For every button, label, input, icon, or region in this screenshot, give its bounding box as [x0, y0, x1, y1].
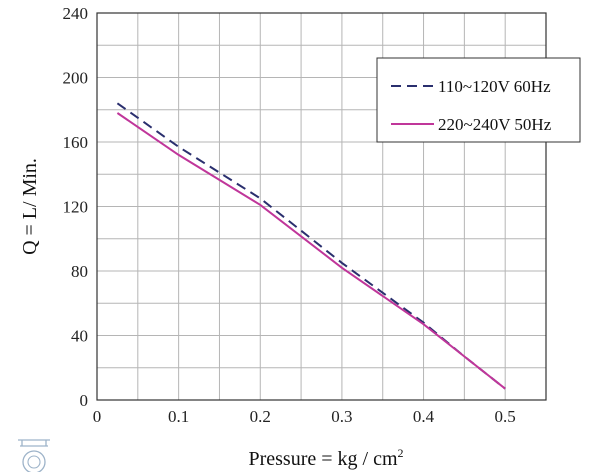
x-axis-title: Pressure = kg / cm2: [248, 446, 403, 470]
x-axis-title-superscript: 2: [398, 446, 404, 460]
y-axis-title: Q = L/ Min.: [19, 158, 41, 255]
x-tick-label: 0.1: [168, 407, 189, 426]
x-axis-title-text: Pressure = kg / cm: [248, 448, 397, 470]
y-tick-label: 0: [80, 391, 89, 410]
tick-labels: 0 0.1 0.2 0.3 0.4 0.5 0 40 80 120 160 200 240: [63, 4, 516, 426]
x-tick-label: 0: [93, 407, 102, 426]
y-tick-label: 120: [63, 198, 89, 217]
y-tick-label: 80: [71, 262, 88, 281]
y-tick-label: 40: [71, 327, 88, 346]
x-tick-label: 0.5: [495, 407, 516, 426]
legend-label-220-240v: 220~240V 50Hz: [438, 115, 552, 134]
plot-frame: [96, 12, 547, 401]
legend: 110~120V 60Hz 220~240V 50Hz: [376, 57, 581, 143]
device-logo: [18, 439, 50, 472]
grid-layer: [97, 13, 546, 400]
series-line: [116, 102, 506, 390]
y-tick-label: 160: [63, 133, 89, 152]
legend-label-110-120v: 110~120V 60Hz: [438, 77, 551, 96]
x-tick-label: 0.3: [331, 407, 352, 426]
series-layer: [116, 102, 506, 390]
x-tick-label: 0.2: [250, 407, 271, 426]
x-tick-label: 0.4: [413, 407, 435, 426]
y-tick-label: 240: [63, 4, 89, 23]
legend-box: [376, 57, 581, 143]
series-line: [116, 112, 506, 390]
y-tick-label: 200: [63, 69, 89, 88]
